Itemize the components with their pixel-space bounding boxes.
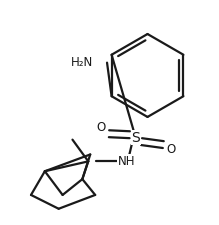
Text: O: O xyxy=(167,143,176,156)
Text: O: O xyxy=(97,121,106,134)
Text: H₂N: H₂N xyxy=(71,56,93,69)
Text: S: S xyxy=(131,131,140,145)
Text: NH: NH xyxy=(118,155,135,168)
